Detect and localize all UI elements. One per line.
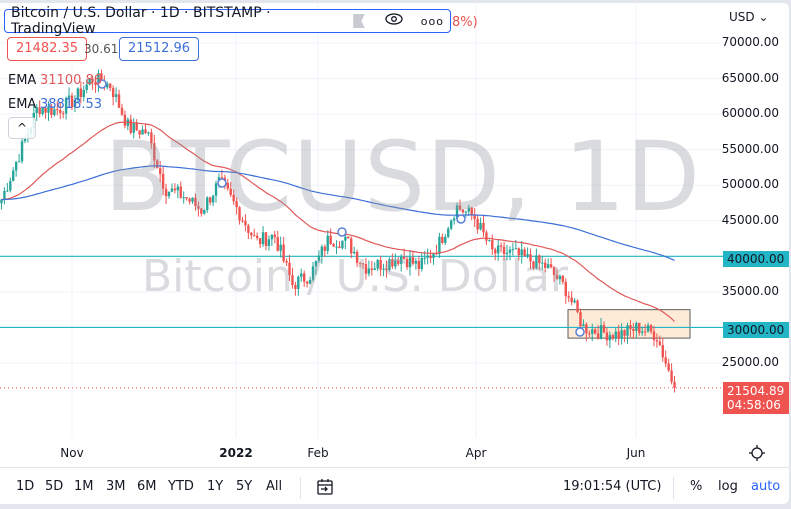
price-tick: 60000.00 [721,106,779,121]
collapse-legend-button[interactable]: ^ [8,117,36,139]
level-tag-40000: 40000.00 [723,251,789,267]
divider [300,477,301,499]
more-icon[interactable]: ooo [420,14,444,28]
time-tick-nov: Nov [60,446,84,460]
range-1m[interactable]: 1M [74,479,94,494]
price-tick: 55000.00 [721,141,779,156]
price-tick: 25000.00 [721,355,779,369]
eye-icon[interactable] [385,13,403,29]
time-tick-apr: Apr [465,446,487,460]
range-6m[interactable]: 6M [137,479,157,494]
range-1y[interactable]: 1Y [207,479,224,494]
ema-slow-value: 38818.53 [40,97,103,112]
range-ytd[interactable]: YTD [168,479,194,494]
gear-icon[interactable] [748,444,766,466]
symbol-legend[interactable]: Bitcoin / U.S. Dollar · 1D · BITSTAMP · … [4,5,451,37]
time-axis[interactable]: Nov 2022 Feb Apr Jun [0,438,789,468]
price-tick: 70000.00 [721,35,779,49]
ema-fast-label[interactable]: EMA [8,73,37,88]
price-tick: 45000.00 [721,212,779,227]
price-tick: 65000.00 [721,70,779,85]
ema-fast-value: 31100.86 [40,73,103,88]
range-5y[interactable]: 5Y [236,479,253,494]
auto-toggle[interactable]: auto [751,479,781,494]
flag-icon[interactable] [353,14,365,28]
close-price-pill: 21512.96 [119,37,200,61]
chart-pane[interactable]: BTCUSD, 1D Bitcoin / U.S. Dollar Bitcoin… [0,3,723,438]
divider [673,477,674,499]
symbol-title: Bitcoin / U.S. Dollar · 1D · BITSTAMP · … [11,5,271,37]
candlestick-chart[interactable] [0,3,723,438]
percent-toggle[interactable]: % [690,479,703,494]
range-1d[interactable]: 1D [16,479,35,494]
time-tick-2022: 2022 [219,446,253,460]
currency-selector[interactable]: USD ⌄ [729,10,769,24]
last-price-value: 21504.89 [727,384,785,398]
price-axis[interactable]: USD ⌄ 70000.00 65000.00 60000.00 55000.00 50… [721,3,789,438]
change-percent: 8%) [452,15,478,30]
tradingview-chart-widget: BTCUSD, 1D Bitcoin / U.S. Dollar Bitcoin… [0,3,789,504]
last-price-tag: 21504.89 04:58:06 [723,382,789,414]
calendar-goto-icon[interactable] [316,478,334,500]
range-all[interactable]: All [266,479,283,494]
spread-value: 30.61 [84,42,119,56]
time-tick-jun: Jun [626,446,646,460]
level-tag-30000: 30000.00 [723,322,789,338]
price-tick: 50000.00 [721,177,779,192]
range-5d[interactable]: 5D [45,479,64,494]
time-tick-feb: Feb [307,446,329,460]
ema-slow-label[interactable]: EMA [8,97,37,112]
price-tick: 35000.00 [721,283,779,298]
bottom-toolbar: 1D 5D 1M 3M 6M YTD 1Y 5Y All 19:01:54 (U… [0,469,789,504]
range-3m[interactable]: 3M [106,479,126,494]
utc-clock[interactable]: 19:01:54 (UTC) [563,479,662,494]
open-price-pill: 21482.35 [7,37,88,61]
log-toggle[interactable]: log [718,479,738,494]
bar-countdown: 04:58:06 [727,398,781,412]
